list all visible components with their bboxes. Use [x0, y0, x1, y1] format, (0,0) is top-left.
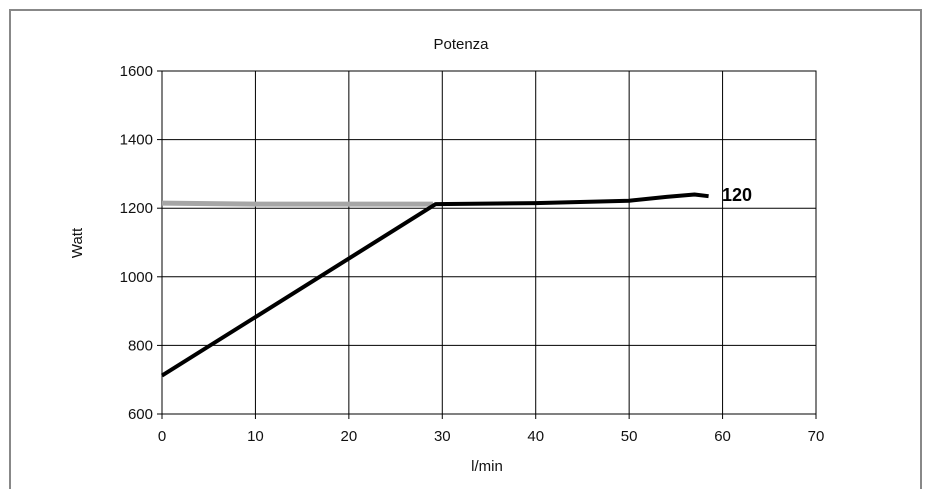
x-tick-label: 30: [434, 428, 451, 445]
chart-title: Potenza: [433, 36, 489, 53]
y-tick-label: 1400: [120, 132, 153, 149]
y-tick-label: 1600: [120, 63, 153, 80]
x-tick-label: 50: [621, 428, 638, 445]
plot-border: [161, 70, 817, 415]
series-line-120: [160, 192, 709, 378]
y-tick-label: 600: [128, 406, 153, 423]
grid-lines: [161, 70, 817, 415]
x-tick-label: 20: [341, 428, 358, 445]
series-line-grey: [161, 200, 433, 207]
x-tick-label: 0: [158, 428, 166, 445]
x-axis-title: l/min: [471, 458, 503, 475]
y-tick-label: 800: [128, 337, 153, 354]
y-tick-label: 1200: [120, 200, 153, 217]
series-label-120: 120: [722, 185, 752, 205]
x-tick-label: 40: [527, 428, 544, 445]
axis-ticks: 0 10 20 30 40 50 60 70 600 800 1000 1200 1400 1600: [120, 63, 825, 445]
x-tick-label: 70: [808, 428, 825, 445]
x-tick-label: 60: [714, 428, 731, 445]
y-tick-label: 1000: [120, 269, 153, 286]
chart-frame: [9, 9, 922, 489]
series-lines: [160, 192, 709, 378]
y-axis-title: Watt: [69, 227, 86, 258]
x-tick-label: 10: [247, 428, 264, 445]
